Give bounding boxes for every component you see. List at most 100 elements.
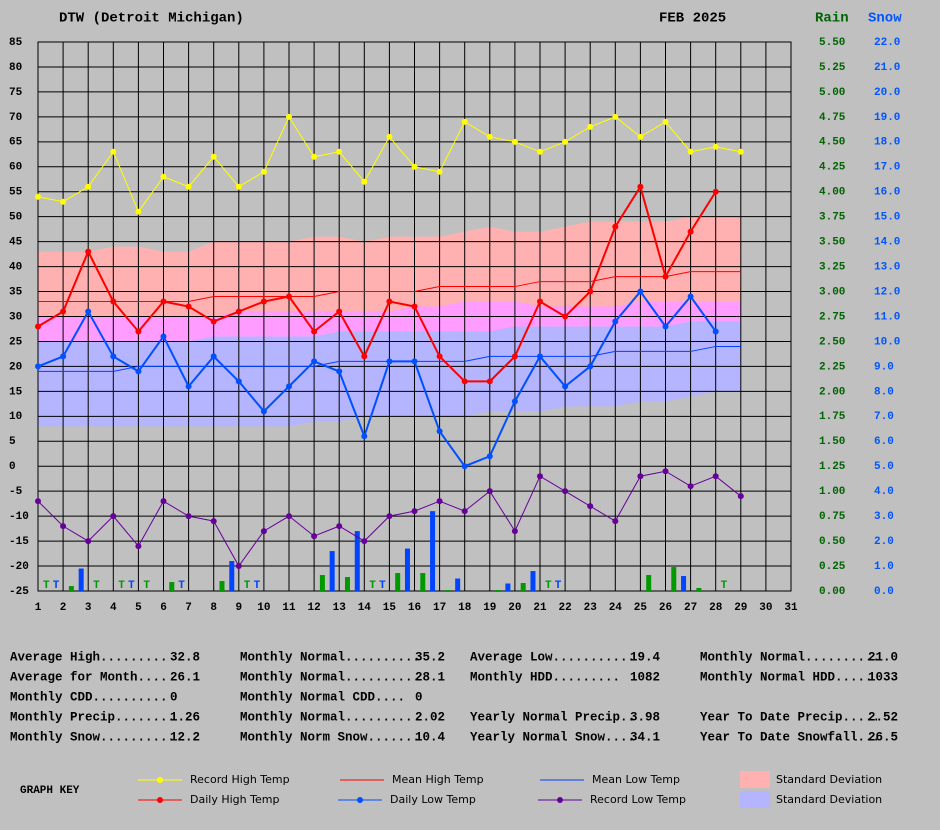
legend-marker	[157, 797, 163, 803]
point-marker	[662, 323, 669, 330]
y3-tick-label: 17.0	[874, 162, 900, 174]
trace-label: T	[244, 580, 251, 592]
point-marker	[336, 308, 343, 315]
trace-label: T	[53, 580, 60, 592]
point-marker	[461, 508, 468, 515]
y2-tick-label: 4.75	[819, 112, 846, 124]
y2-tick-label: 4.00	[819, 187, 845, 199]
point-marker	[712, 143, 719, 150]
point-marker	[411, 358, 418, 365]
stat-value: 2.52	[868, 710, 898, 724]
stat-value: 2.02	[415, 710, 445, 724]
y-tick-label: -15	[9, 536, 29, 548]
point-marker	[486, 453, 493, 460]
point-marker	[110, 298, 117, 305]
y-tick-label: 70	[9, 112, 22, 124]
y3-tick-label: 5.0	[874, 461, 894, 473]
point-marker	[511, 138, 518, 145]
y-tick-label: -25	[9, 586, 29, 598]
y3-tick-label: 19.0	[874, 112, 900, 124]
y-tick-label: 50	[9, 212, 22, 224]
y3-tick-label: 2.0	[874, 536, 894, 548]
point-marker	[436, 498, 443, 505]
point-marker	[185, 183, 192, 190]
point-marker	[110, 513, 117, 520]
x-tick-label: 8	[210, 602, 217, 614]
point-marker	[336, 523, 343, 530]
point-marker	[386, 133, 393, 140]
point-marker	[511, 398, 518, 405]
point-marker	[85, 183, 92, 190]
point-marker	[587, 123, 594, 130]
point-marker	[210, 518, 217, 525]
point-marker	[712, 188, 719, 195]
precip-bar	[445, 590, 451, 591]
stat-label: Monthly Normal..........	[700, 650, 880, 664]
point-marker	[687, 228, 694, 235]
precip-bar	[229, 561, 235, 591]
point-marker	[35, 193, 41, 200]
y2-tick-label: 0.75	[819, 511, 846, 523]
point-marker	[336, 148, 343, 155]
point-marker	[286, 383, 292, 390]
y2-tick-label: 1.00	[819, 486, 845, 498]
point-marker	[562, 488, 569, 495]
y2-tick-label: 4.50	[819, 137, 845, 149]
trace-label: T	[721, 580, 728, 592]
point-marker	[436, 168, 443, 175]
y-tick-label: -10	[9, 511, 29, 523]
axis-title: Rain	[815, 11, 849, 27]
stat-value: 35.2	[415, 650, 445, 664]
stat-label: Yearly Normal Precip..	[470, 710, 635, 724]
precip-bar	[219, 581, 225, 591]
point-marker	[712, 328, 719, 335]
x-tick-label: 7	[185, 602, 192, 614]
point-marker	[260, 168, 267, 175]
stat-value: 26.5	[868, 730, 898, 744]
point-marker	[637, 288, 644, 295]
y-tick-label: 75	[9, 87, 23, 99]
y-tick-label: -20	[9, 561, 29, 573]
y-tick-label: 65	[9, 137, 23, 149]
stat-label: Monthly Normal HDD.....	[700, 670, 873, 684]
legend-label: Standard Deviation	[776, 793, 882, 806]
y2-tick-label: 4.25	[819, 162, 846, 174]
point-marker	[537, 298, 543, 305]
series-line	[38, 271, 741, 303]
y2-tick-label: 1.50	[819, 436, 845, 448]
stat-label: Average for Month....	[10, 670, 168, 684]
stat-value: 32.8	[170, 650, 200, 664]
axis-title: Snow	[868, 11, 902, 27]
point-marker	[737, 493, 744, 500]
legend-marker	[357, 797, 363, 803]
point-marker	[160, 498, 167, 505]
y2-tick-label: 3.25	[819, 261, 846, 273]
y3-tick-label: 4.0	[874, 486, 894, 498]
trace-label: T	[178, 580, 185, 592]
point-marker	[486, 378, 493, 385]
point-marker	[587, 288, 594, 295]
point-marker	[361, 178, 368, 185]
y-tick-label: 5	[9, 436, 16, 448]
legend-label: Daily High Temp	[190, 793, 279, 806]
y2-tick-label: 1.25	[819, 461, 846, 473]
stat-label: Monthly Normal.........	[240, 710, 413, 724]
point-marker	[311, 153, 318, 160]
point-marker	[135, 368, 142, 375]
point-marker	[260, 528, 267, 535]
stat-value: 1033	[868, 670, 898, 684]
point-marker	[185, 513, 192, 520]
y2-tick-label: 5.00	[819, 87, 845, 99]
point-marker	[737, 148, 744, 155]
stat-value: 0	[170, 690, 178, 704]
trace-label: T	[545, 580, 552, 592]
x-tick-label: 9	[235, 602, 242, 614]
point-marker	[260, 298, 267, 305]
x-tick-label: 28	[709, 602, 723, 614]
point-marker	[587, 363, 594, 370]
point-marker	[235, 563, 242, 570]
point-marker	[562, 138, 569, 145]
legend-marker	[557, 797, 563, 803]
point-marker	[637, 183, 644, 190]
y-tick-label: 20	[9, 361, 22, 373]
